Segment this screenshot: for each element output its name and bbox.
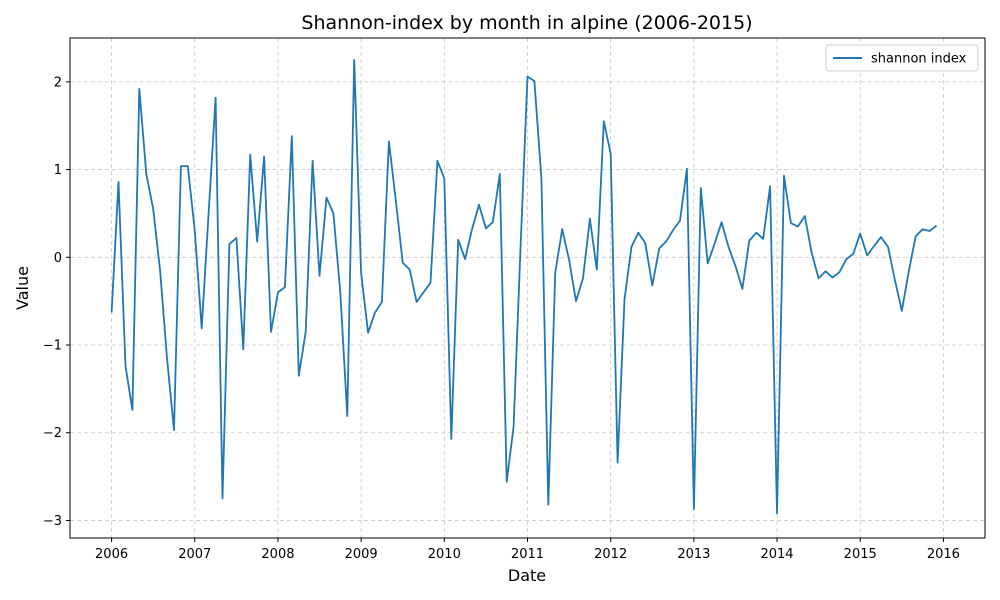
y-tick-label: 0 (54, 251, 62, 266)
x-tick-label: 2006 (95, 547, 128, 562)
legend: shannon index (825, 44, 979, 72)
y-axis: −3 −2 −1 0 1 2 (43, 75, 70, 529)
series-layer (110, 59, 938, 515)
x-tick-label: 2008 (261, 547, 294, 562)
y-tick-label: −3 (43, 514, 62, 529)
x-tick-label: 2009 (345, 547, 378, 562)
x-tick-label: 2012 (594, 547, 627, 562)
legend-label: shannon index (871, 52, 967, 67)
y-tick-label: 1 (54, 163, 62, 178)
x-tick-label: 2007 (178, 547, 211, 562)
chart-title: Shannon-index by month in alpine (2006-2… (301, 12, 752, 34)
x-axis-title: Date (508, 566, 546, 585)
series-line-shannon-index (110, 59, 938, 515)
y-tick-label: 2 (54, 75, 62, 90)
y-tick-label: −2 (43, 426, 62, 441)
y-axis-title: Value (13, 266, 32, 310)
x-tick-label: 2015 (844, 547, 877, 562)
x-tick-label: 2010 (428, 547, 461, 562)
y-tick-label: −1 (43, 339, 62, 354)
x-tick-label: 2011 (511, 547, 544, 562)
x-tick-label: 2016 (927, 547, 960, 562)
x-tick-label: 2013 (677, 547, 710, 562)
legend-box (825, 44, 979, 72)
x-axis: 2006 2007 2008 2009 2010 2011 2012 2013 2014 2015… (95, 538, 960, 562)
x-tick-label: 2014 (760, 547, 793, 562)
